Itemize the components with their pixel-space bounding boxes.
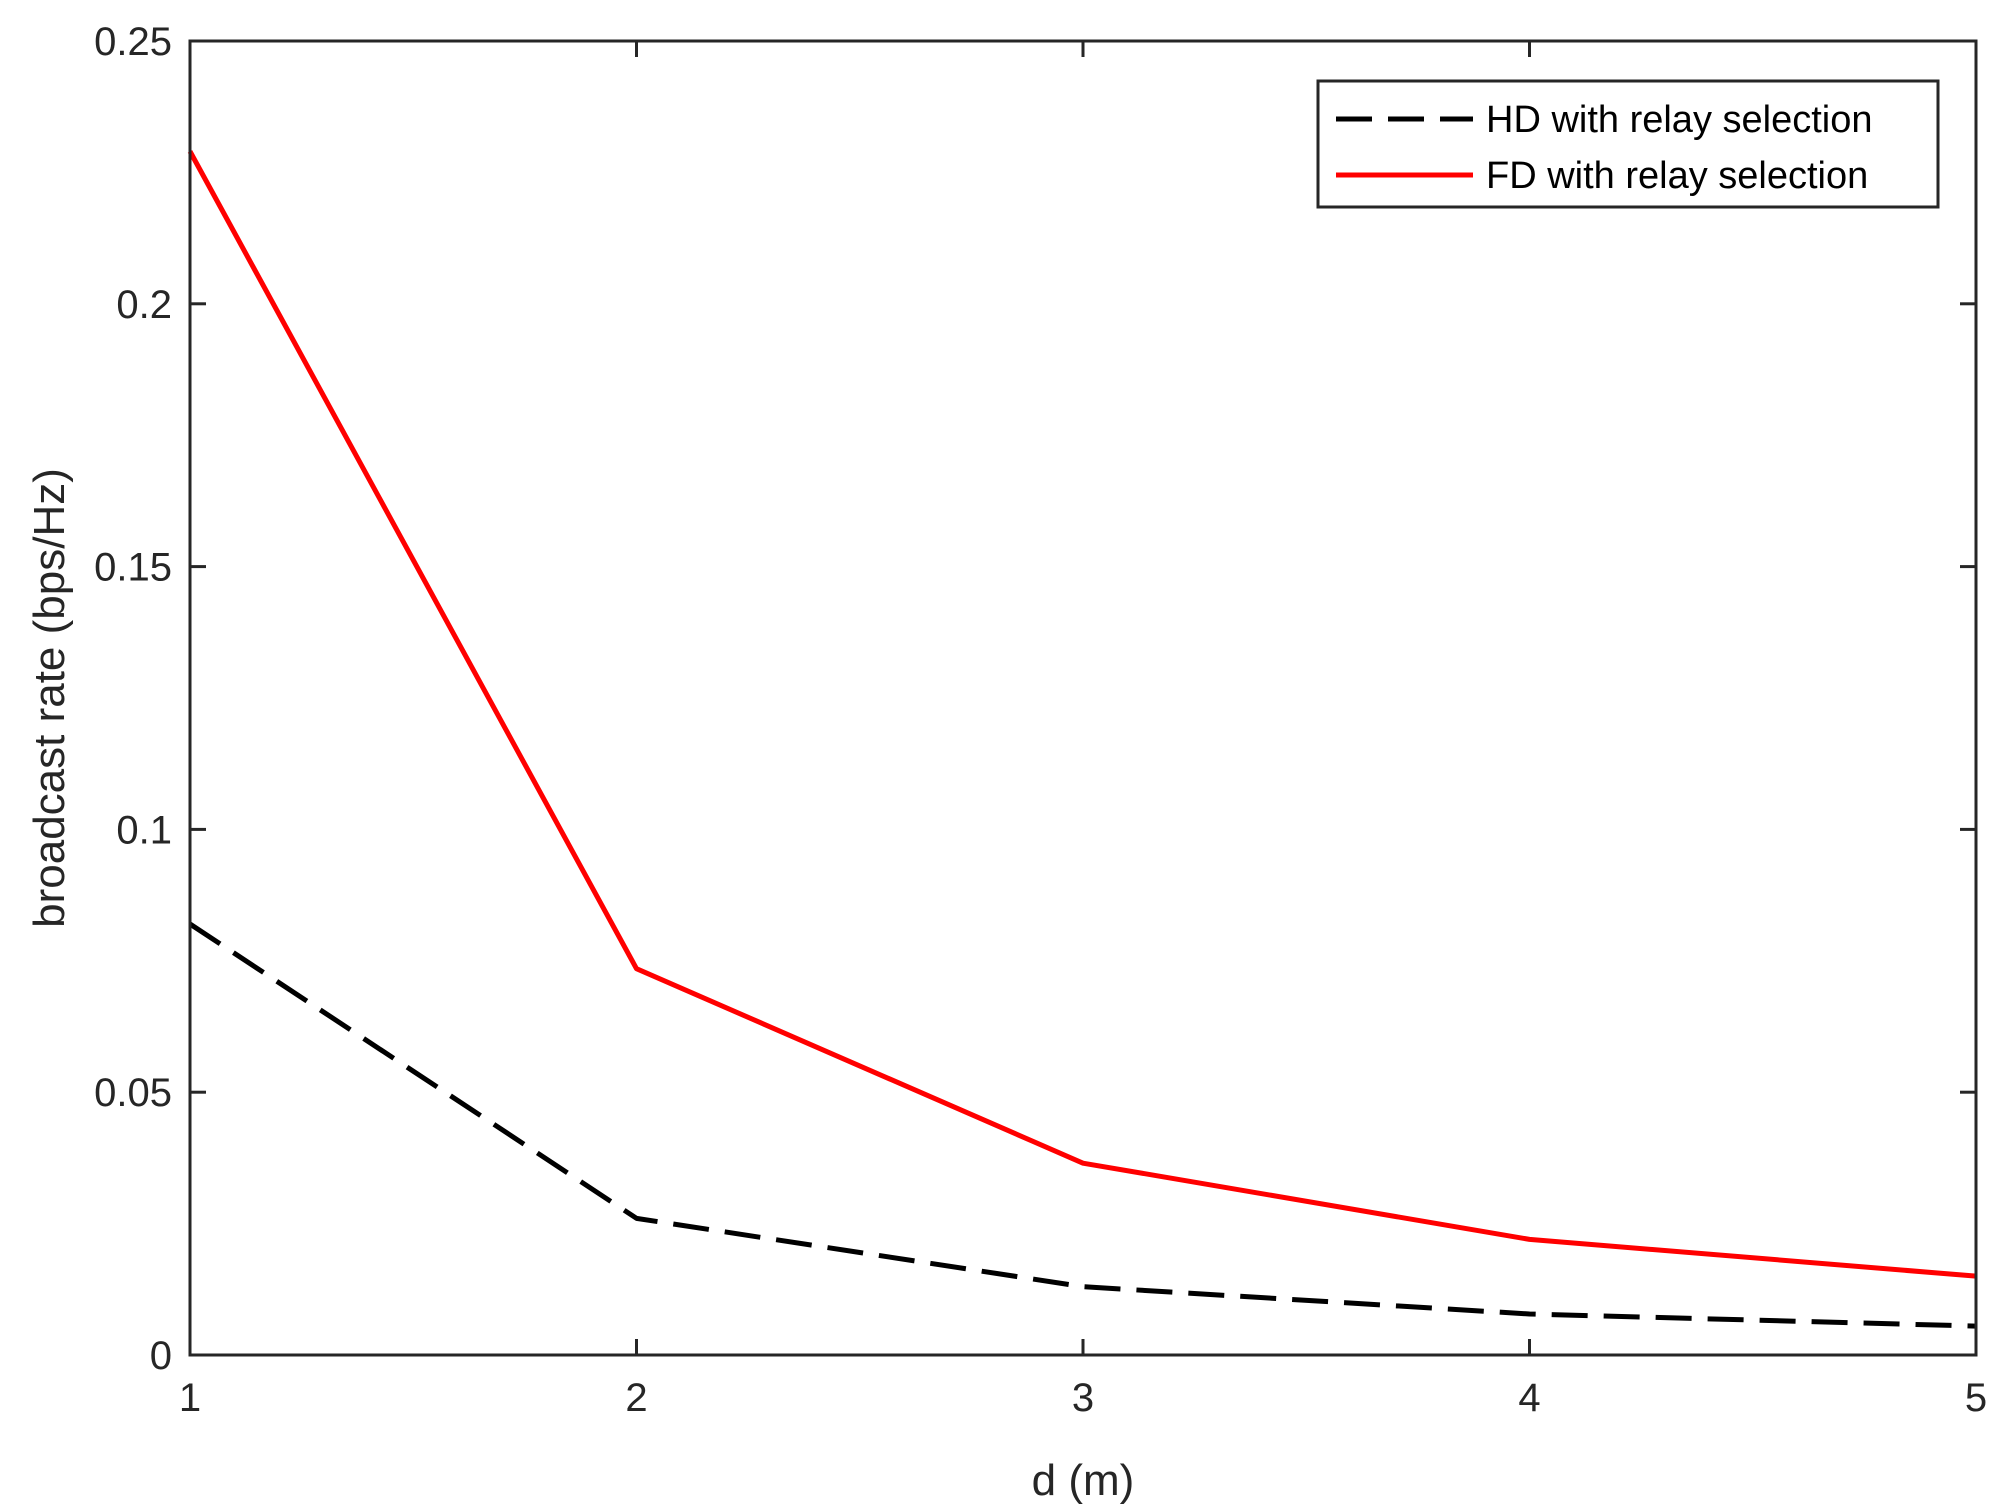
y-tick-label: 0 [150, 1334, 172, 1378]
x-tick-label: 1 [179, 1376, 201, 1420]
y-tick-label: 0.2 [116, 283, 172, 327]
x-tick-label: 4 [1518, 1376, 1540, 1420]
y-tick-label: 0.1 [116, 808, 172, 852]
x-tick-label: 3 [1072, 1376, 1094, 1420]
y-tick-label: 0.05 [94, 1071, 172, 1115]
legend-label-fd: FD with relay selection [1486, 155, 1868, 197]
legend-label-hd: HD with relay selection [1486, 99, 1872, 141]
y-tick-label: 0.15 [94, 546, 172, 590]
legend: HD with relay selection FD with relay se… [1316, 79, 1940, 209]
x-tick-label: 2 [625, 1376, 647, 1420]
y-axis-label: broadcast rate (bps/Hz) [25, 468, 74, 928]
y-tick-label: 0.25 [94, 20, 172, 64]
legend-box [1316, 79, 1940, 209]
series-line-hd [188, 921, 1977, 1329]
x-tick-label: 5 [1965, 1376, 1987, 1420]
tick-labels: 1 2 3 4 5 0 0.05 0.1 0.15 0.2 0.25 [94, 20, 1987, 1420]
x-axis-label: d (m) [1032, 1456, 1135, 1505]
plot-area-frame [188, 39, 1978, 1357]
